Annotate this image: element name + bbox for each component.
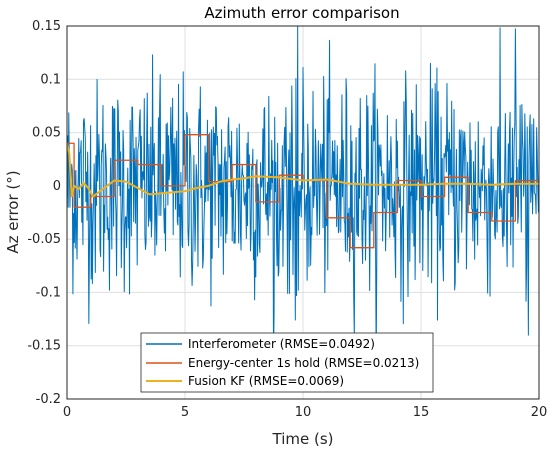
- tick-labels: 0 5 10 15 20 -0.2 -0.15 -0.1 -0.05 0 0.05 0.1 0.15: [27, 19, 547, 420]
- legend-box: [140, 332, 434, 393]
- plot-area: [67, 26, 539, 365]
- axes-box: [66, 25, 540, 400]
- legend-label-energy-center: Energy-center 1s hold (RMSE=0.0213): [188, 356, 419, 370]
- y-axis-label: Az error (°): [4, 170, 22, 253]
- y-tick-label: 0.05: [32, 126, 61, 141]
- legend: Interferometer (RMSE=0.0492) Energy-cent…: [140, 332, 434, 393]
- y-tick-label: 0.15: [32, 19, 61, 34]
- legend-label-interferometer: Interferometer (RMSE=0.0492): [188, 337, 375, 351]
- series-line-energy-center: [67, 134, 539, 249]
- series-line-fusion-kf: [67, 143, 539, 198]
- x-tick-label: 15: [413, 405, 430, 420]
- series-line-interferometer: [67, 26, 539, 365]
- chart-title: Azimuth error comparison: [204, 4, 399, 22]
- x-axis-label: Time (s): [272, 430, 334, 448]
- y-tick-label: -0.15: [27, 339, 61, 354]
- y-tick-label: -0.05: [27, 232, 61, 247]
- x-tick-label: 0: [63, 405, 71, 420]
- x-tick-label: 10: [295, 405, 312, 420]
- y-tick-label: -0.2: [36, 392, 61, 407]
- y-tick-label: 0: [53, 179, 61, 194]
- x-tick-label: 5: [181, 405, 189, 420]
- legend-label-fusion-kf: Fusion KF (RMSE=0.0069): [188, 374, 344, 388]
- y-tick-label: 0.1: [40, 72, 61, 87]
- x-tick-label: 20: [531, 405, 548, 420]
- y-tick-label: -0.1: [36, 285, 61, 300]
